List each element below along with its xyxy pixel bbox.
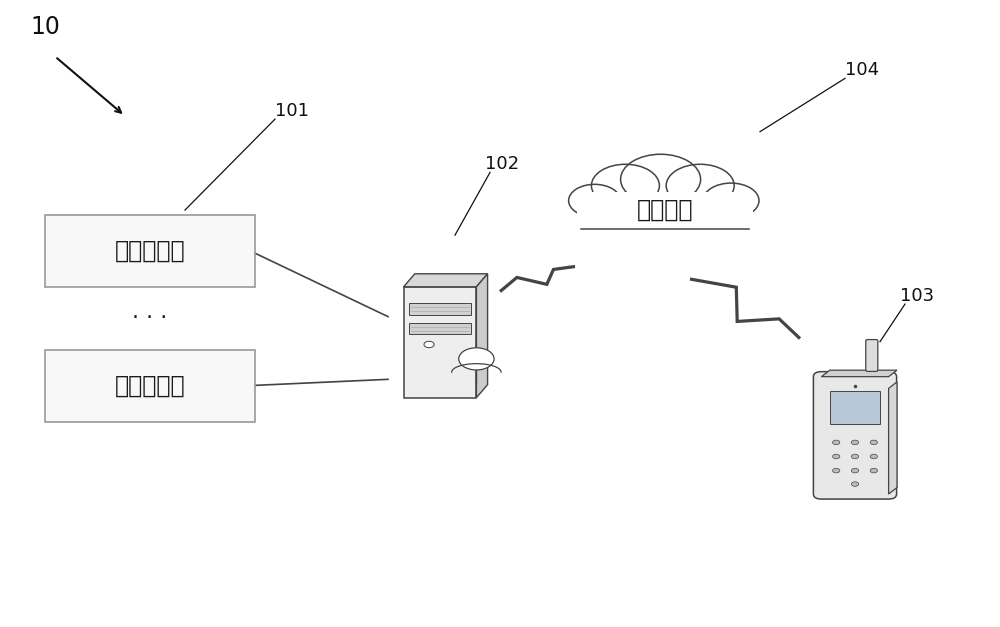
Circle shape [851,454,859,459]
Text: · · ·: · · · [132,308,168,328]
FancyBboxPatch shape [813,372,897,499]
Circle shape [870,454,877,459]
FancyBboxPatch shape [404,287,476,398]
Circle shape [851,482,859,487]
FancyBboxPatch shape [409,303,471,315]
Circle shape [833,440,840,445]
Polygon shape [404,274,488,287]
Polygon shape [476,274,488,398]
Circle shape [621,154,701,204]
Text: 103: 103 [900,287,934,305]
Circle shape [703,208,751,238]
Polygon shape [821,370,897,377]
Polygon shape [889,382,897,494]
Circle shape [591,164,659,207]
Circle shape [870,468,877,473]
Circle shape [459,348,494,370]
Circle shape [424,341,434,347]
Circle shape [666,164,734,207]
Circle shape [703,183,759,218]
Circle shape [851,468,859,473]
Circle shape [569,184,621,217]
Text: 101: 101 [275,102,309,120]
Circle shape [851,440,859,445]
Circle shape [663,213,711,243]
Text: 104: 104 [845,61,879,79]
Circle shape [870,440,877,445]
FancyBboxPatch shape [45,350,255,421]
FancyBboxPatch shape [409,324,471,334]
Circle shape [833,454,840,459]
Text: 胎压传感器: 胎压传感器 [115,374,185,398]
Text: 102: 102 [485,155,519,173]
FancyBboxPatch shape [866,340,878,371]
Circle shape [833,468,840,473]
Text: 胎压传感器: 胎压传感器 [115,239,185,263]
FancyBboxPatch shape [830,391,880,424]
Text: 云服务器: 云服务器 [637,198,693,222]
Circle shape [579,208,627,238]
FancyBboxPatch shape [577,192,753,245]
FancyBboxPatch shape [45,214,255,287]
Text: 10: 10 [30,16,60,40]
Circle shape [619,213,667,243]
